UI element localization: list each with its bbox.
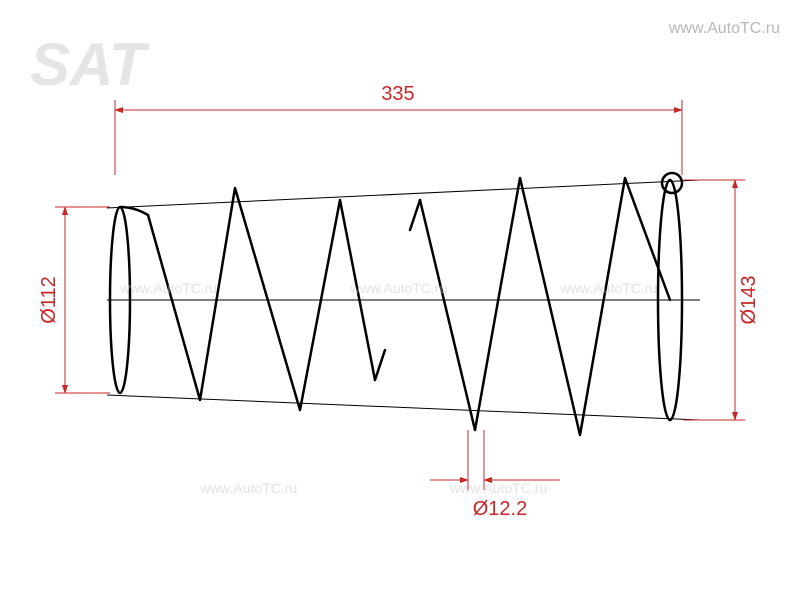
dim-wire-label: Ø12.2 xyxy=(473,498,527,520)
dim-left-diameter: Ø112 xyxy=(38,207,110,393)
dim-left-label: Ø112 xyxy=(38,276,60,323)
dim-length-label: 335 xyxy=(381,83,414,105)
dim-length: 335 xyxy=(115,83,682,175)
spring-body xyxy=(107,173,700,435)
dim-right-label: Ø143 xyxy=(738,276,760,325)
spring-diagram: 335 Ø112 Ø143 Ø12.2 xyxy=(0,0,800,600)
dim-wire-diameter: Ø12.2 xyxy=(430,430,560,520)
